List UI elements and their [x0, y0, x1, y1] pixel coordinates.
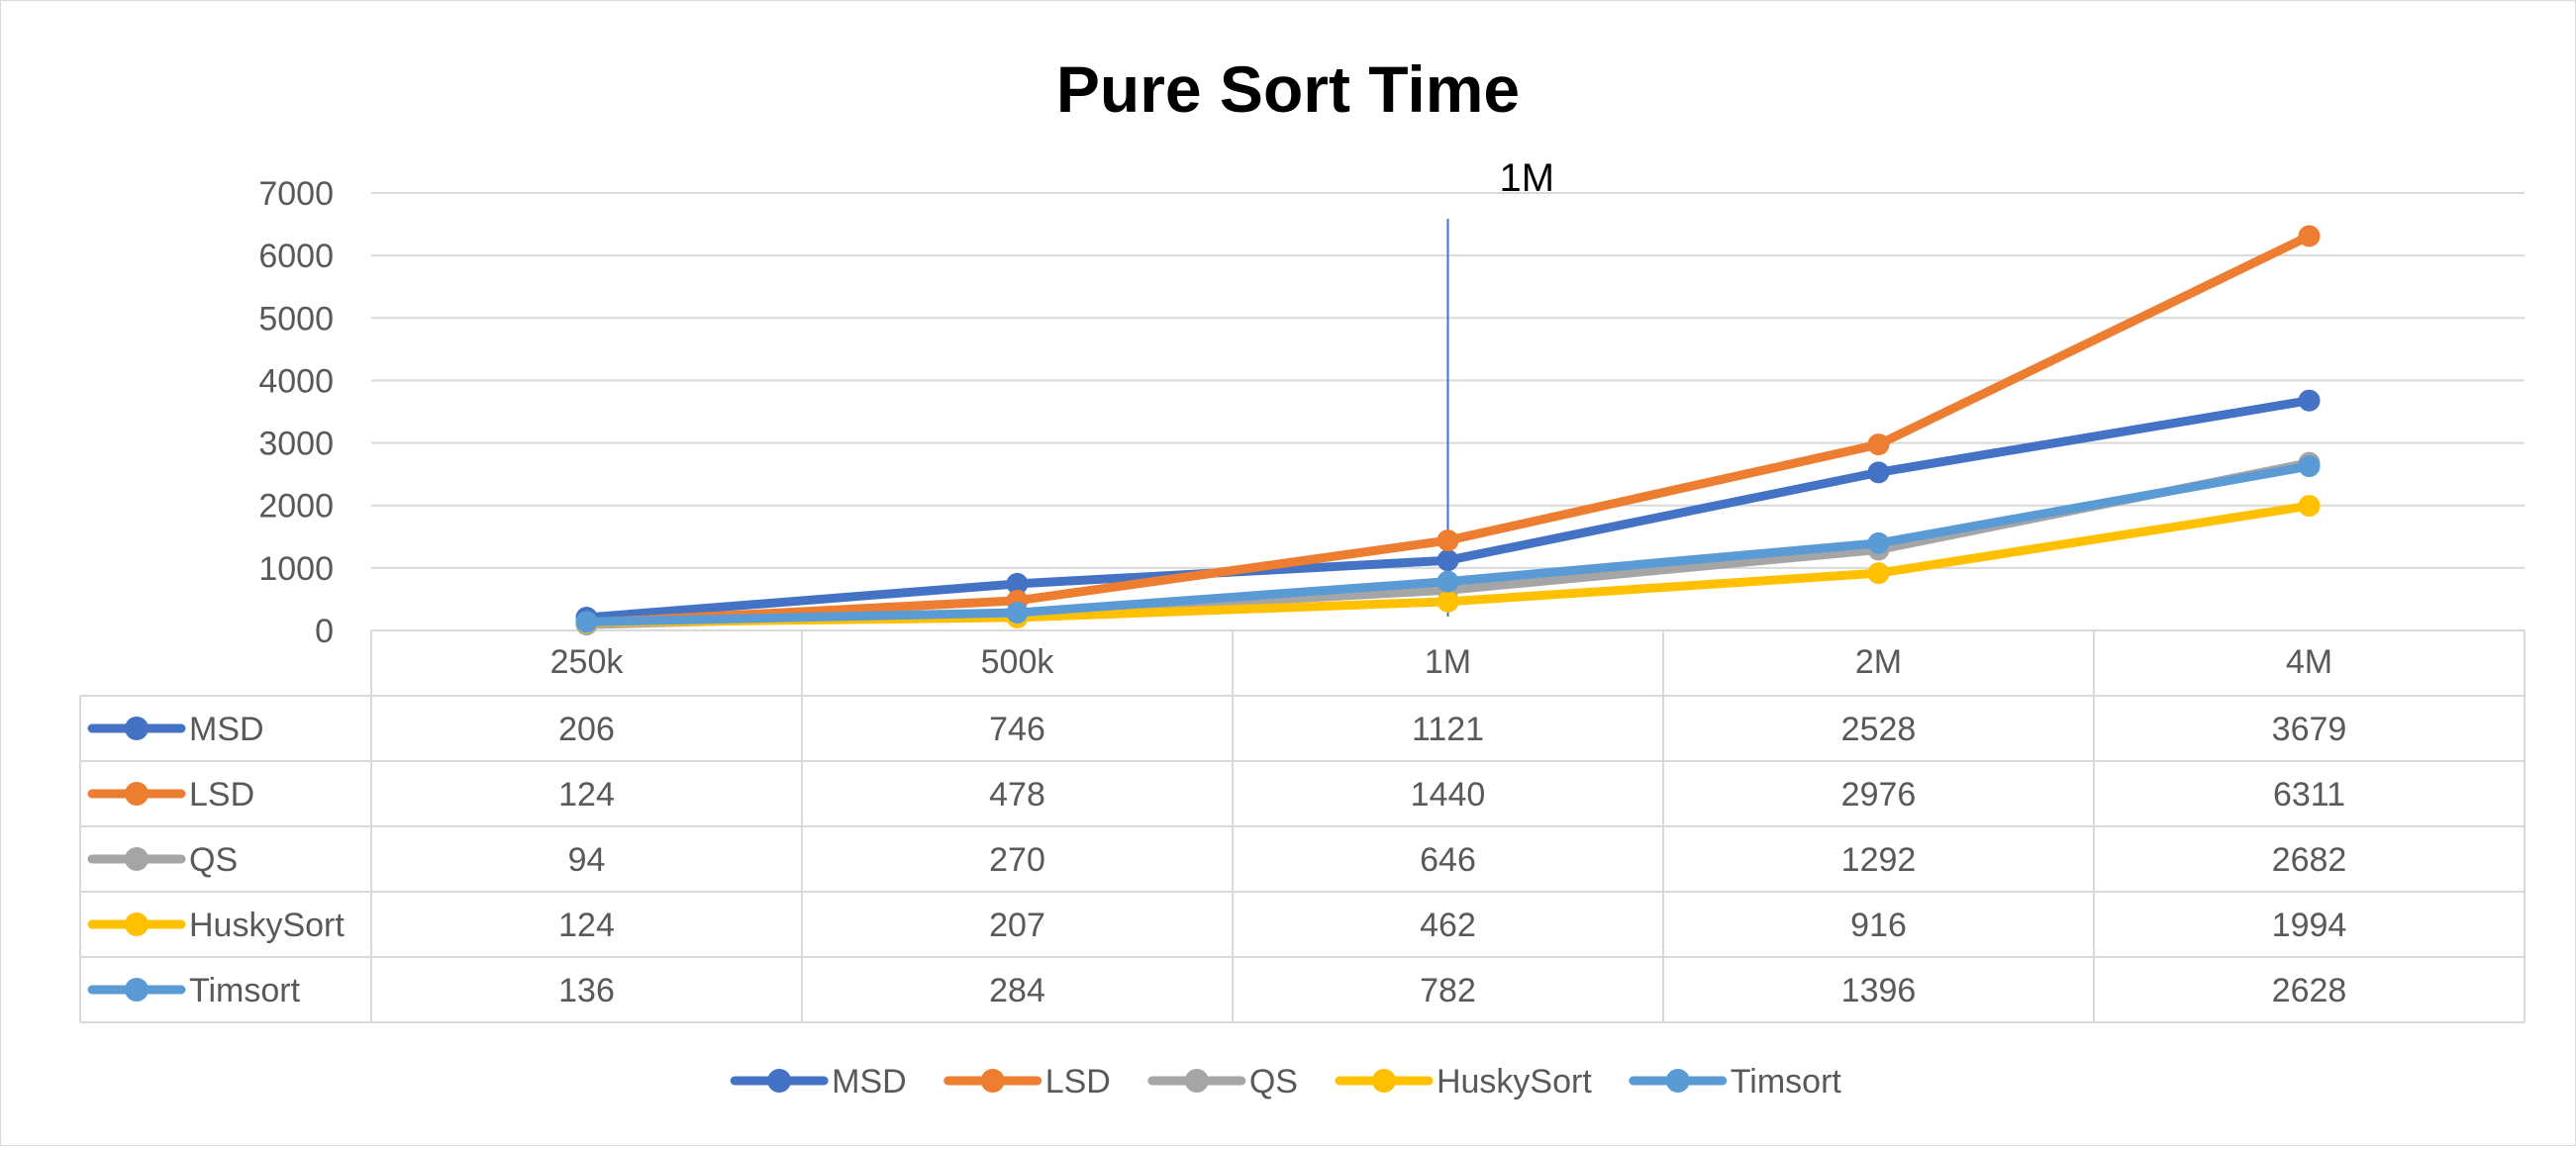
data-point	[1437, 570, 1459, 593]
category-label: 2M	[1855, 643, 1902, 681]
table-cell-value: 746	[989, 711, 1045, 748]
legend-key-marker	[767, 1069, 792, 1093]
table-legend-key	[87, 978, 186, 1002]
table-series-name: QS	[189, 841, 238, 879]
table-cell-value: 206	[558, 711, 615, 748]
data-point	[1437, 590, 1459, 613]
y-axis-labels: 0 1000 2000 3000 4000 5000 6000 7000	[258, 175, 334, 650]
table-legend-key	[87, 782, 186, 806]
table-cell-value: 2682	[2272, 841, 2347, 879]
table-cell-value: 1292	[1841, 841, 1917, 879]
table-key-marker	[125, 847, 149, 871]
data-point	[1006, 572, 1029, 595]
annotation-label: 1M	[1500, 156, 1555, 200]
data-point	[2298, 225, 2321, 247]
data-point	[2298, 389, 2321, 412]
y-tick-label: 4000	[258, 362, 334, 400]
legend-label: MSD	[832, 1063, 907, 1101]
table-cell-value: 94	[568, 841, 606, 879]
data-point	[1006, 602, 1029, 624]
category-label: 1M	[1425, 643, 1471, 681]
table-cell-value: 124	[558, 907, 615, 944]
y-tick-label: 7000	[258, 175, 334, 213]
table-cell-value: 2976	[1841, 776, 1917, 814]
table-key-marker	[125, 717, 149, 740]
legend-item: HuskySort	[1335, 1063, 1592, 1101]
legend-label: HuskySort	[1437, 1063, 1592, 1101]
table-cell-value: 782	[1420, 972, 1476, 1009]
y-tick-label: 2000	[258, 488, 334, 526]
table-key-marker	[125, 912, 149, 936]
data-point	[2298, 495, 2321, 518]
legend-key-marker	[980, 1069, 1005, 1093]
table-series-name: HuskySort	[189, 907, 345, 944]
table-cell-value: 2528	[1841, 711, 1917, 748]
y-tick-label: 5000	[258, 300, 334, 337]
table-cell-value: 2628	[2272, 972, 2347, 1009]
series-timsort	[575, 455, 2321, 633]
table-cell-value: 1396	[1841, 972, 1917, 1009]
data-point	[1867, 531, 1890, 554]
legend-key-marker	[1184, 1069, 1209, 1093]
legend: MSD LSD QS HuskySort Timsort	[730, 1063, 1842, 1101]
legend-item: QS	[1147, 1063, 1298, 1101]
data-point	[1867, 562, 1890, 585]
legend-item: Timsort	[1629, 1063, 1842, 1101]
table-cell-value: 207	[989, 907, 1045, 944]
category-label: 500k	[981, 643, 1055, 681]
table-cell-value: 136	[558, 972, 615, 1009]
table-key-marker	[125, 978, 149, 1002]
data-point	[1437, 549, 1459, 572]
table-cell-value: 916	[1850, 907, 1907, 944]
legend-label: LSD	[1045, 1063, 1111, 1101]
y-tick-label: 0	[315, 613, 334, 650]
chart-title: Pure Sort Time	[1056, 52, 1520, 126]
table-legend-key	[87, 847, 186, 871]
data-point	[1437, 529, 1459, 552]
legend-item: MSD	[730, 1063, 907, 1101]
data-point	[1867, 433, 1890, 456]
data-point	[2298, 455, 2321, 478]
category-label: 250k	[550, 643, 625, 681]
data-table: 250k 500k 1M 2M 4M MSD 206 746 1121 2528 3679 LSD 12…	[79, 630, 2526, 1023]
table-legend-key	[87, 912, 186, 936]
y-tick-label: 3000	[258, 426, 334, 463]
table-cell-value: 1994	[2272, 907, 2347, 944]
table-cell-value: 124	[558, 776, 615, 814]
table-cell-value: 1440	[1411, 776, 1486, 814]
table-cell-value: 1121	[1412, 711, 1484, 748]
table-cell-value: 646	[1420, 841, 1476, 879]
legend-label: QS	[1249, 1063, 1298, 1101]
data-point	[575, 611, 598, 633]
y-tick-label: 1000	[258, 550, 334, 588]
legend-key-marker	[1665, 1069, 1690, 1093]
legend-item: LSD	[943, 1063, 1111, 1101]
table-cell-value: 270	[989, 841, 1045, 879]
y-tick-label: 6000	[258, 238, 334, 275]
legend-label: Timsort	[1731, 1063, 1842, 1101]
category-label: 4M	[2286, 643, 2332, 681]
table-series-name: MSD	[189, 711, 264, 748]
table-cell-value: 462	[1420, 907, 1476, 944]
table-series-name: Timsort	[189, 972, 301, 1009]
table-series-name: LSD	[189, 776, 254, 814]
table-cell-value: 284	[989, 972, 1045, 1009]
table-key-marker	[125, 782, 149, 806]
series-layer	[575, 225, 2321, 636]
table-cell-value: 3679	[2272, 711, 2347, 748]
legend-key-marker	[1371, 1069, 1396, 1093]
table-cell-value: 478	[989, 776, 1045, 814]
data-point	[1867, 461, 1890, 484]
table-cell-value: 6311	[2273, 776, 2345, 814]
table-legend-key	[87, 717, 186, 740]
